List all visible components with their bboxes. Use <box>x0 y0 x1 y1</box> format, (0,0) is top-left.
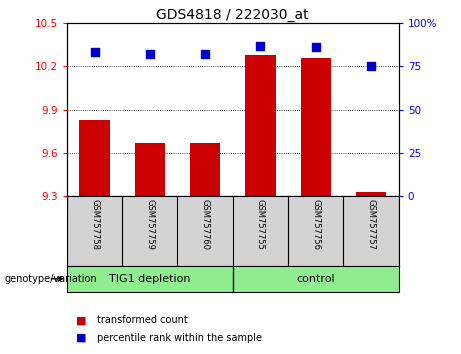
Point <box>146 51 154 57</box>
Text: TIG1 depletion: TIG1 depletion <box>109 274 190 284</box>
Point <box>312 45 319 50</box>
Text: GSM757759: GSM757759 <box>145 199 154 250</box>
Text: percentile rank within the sample: percentile rank within the sample <box>97 333 262 343</box>
Text: GSM757757: GSM757757 <box>366 199 376 250</box>
Point <box>367 64 375 69</box>
Text: GSM757755: GSM757755 <box>256 199 265 250</box>
Bar <box>79 120 110 196</box>
Bar <box>356 192 386 196</box>
Point <box>91 50 98 55</box>
Bar <box>301 58 331 196</box>
Point <box>257 43 264 48</box>
Text: transformed count: transformed count <box>97 315 188 325</box>
Bar <box>135 143 165 196</box>
Text: control: control <box>296 274 335 284</box>
Text: GSM757758: GSM757758 <box>90 199 99 250</box>
Text: ■: ■ <box>76 315 87 325</box>
Text: genotype/variation: genotype/variation <box>5 274 97 284</box>
Bar <box>245 55 276 196</box>
Text: GSM757756: GSM757756 <box>311 199 320 250</box>
Bar <box>190 143 220 196</box>
Text: ■: ■ <box>76 333 87 343</box>
Point <box>201 51 209 57</box>
Text: GSM757760: GSM757760 <box>201 199 210 250</box>
Title: GDS4818 / 222030_at: GDS4818 / 222030_at <box>156 8 309 22</box>
